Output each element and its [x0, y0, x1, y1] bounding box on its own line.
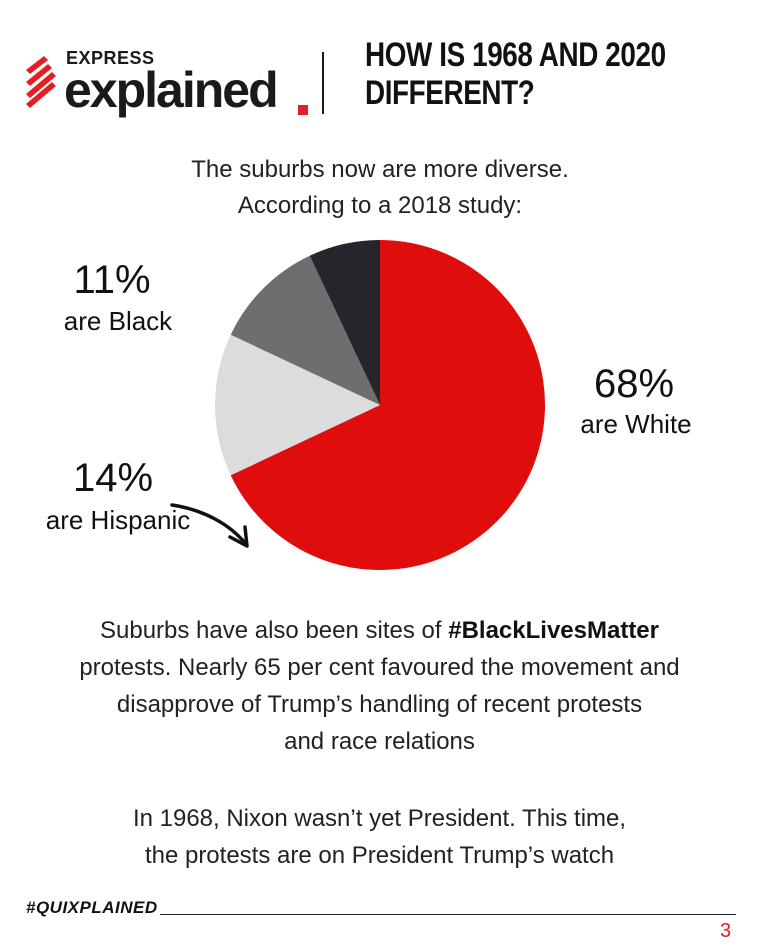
intro-text: The suburbs now are more diverse. Accord… — [80, 152, 680, 224]
logo-dot — [298, 105, 308, 115]
page-number: 3 — [720, 920, 732, 942]
hashtag-blacklivesmatter: #BlackLivesMatter — [448, 617, 659, 644]
name-label-white: are White — [580, 409, 691, 439]
logo-express-text: EXPRESS — [66, 48, 155, 68]
header: EXPRESS explained HOW IS 1968 AND 2020 D… — [0, 0, 759, 140]
pct-label-white: 68% — [594, 362, 674, 406]
arrowhead-black — [228, 525, 249, 548]
para2-line-1: In 1968, Nixon wasn’t yet President. Thi… — [132, 805, 627, 832]
title-line-1: HOW IS 1968 AND 2020 — [365, 36, 666, 74]
para1-line-1: Suburbs have also been sites of #BlackLi… — [20, 612, 739, 649]
quixplained-hashtag[interactable]: #QUIXPLAINED — [26, 898, 158, 917]
title-line-2: DIFFERENT? — [365, 74, 535, 112]
para1-line-2: protests. Nearly 65 per cent favoured th… — [79, 654, 680, 681]
page-title: HOW IS 1968 AND 2020 DIFFERENT? — [365, 36, 677, 112]
para1-line-3: disapprove of Trump’s handling of recent… — [116, 691, 643, 718]
para2-line-2: the protests are on President Trump’s wa… — [144, 842, 615, 869]
pie-slice-white — [230, 240, 545, 570]
express-flame-icon — [26, 56, 56, 108]
pct-label-hispanic: 14% — [73, 456, 153, 500]
footer-rule — [160, 914, 736, 915]
express-explained-logo[interactable]: EXPRESS explained — [22, 40, 322, 120]
pie-slice-other — [309, 240, 380, 405]
pie-slice-black — [230, 255, 380, 405]
pct-label-black: 11% — [73, 258, 150, 302]
logo-explained-text: explained — [64, 62, 279, 118]
paragraph-nixon: In 1968, Nixon wasn’t yet President. Thi… — [20, 800, 739, 874]
para1-line-1-text: Suburbs have also been sites of — [99, 617, 449, 644]
name-label-hispanic: are Hispanic — [46, 505, 191, 535]
intro-line-1: The suburbs now are more diverse. — [191, 156, 569, 183]
pie-chart: 68%are White 14% are Hispanic 11% are Black — [46, 240, 692, 570]
name-label-black: are Black — [64, 306, 173, 336]
arrow-black — [170, 503, 247, 545]
intro-line-2: According to a 2018 study: — [237, 192, 523, 219]
paragraph-protests: Suburbs have also been sites of #BlackLi… — [20, 612, 739, 760]
pie-slice-hispanic — [214, 334, 380, 476]
para1-line-4: and race relations — [284, 728, 475, 755]
header-divider — [322, 52, 324, 114]
